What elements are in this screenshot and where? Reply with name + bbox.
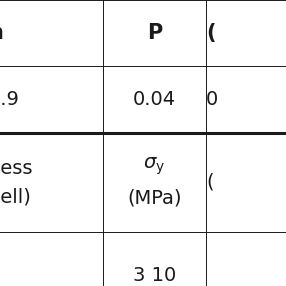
Text: $\sigma_\mathrm{y}$: $\sigma_\mathrm{y}$	[143, 156, 166, 177]
Text: ness: ness	[0, 158, 33, 178]
Text: 3 10: 3 10	[133, 267, 176, 285]
Text: hell): hell)	[0, 187, 31, 206]
Text: P: P	[147, 23, 162, 43]
Text: n: n	[0, 23, 3, 43]
Text: 0: 0	[206, 90, 218, 109]
Text: (: (	[206, 23, 215, 43]
Text: 0.9: 0.9	[0, 90, 19, 109]
Text: 3: 3	[0, 267, 1, 285]
Text: (: (	[206, 173, 213, 192]
Text: 0.04: 0.04	[133, 90, 176, 109]
Text: (MPa): (MPa)	[127, 188, 182, 208]
